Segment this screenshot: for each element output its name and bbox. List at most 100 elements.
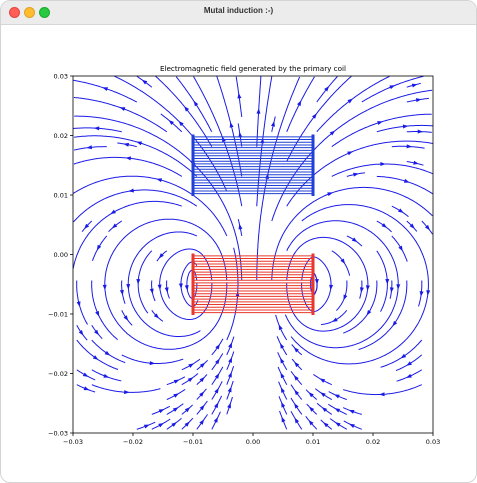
streamline-arrow	[308, 419, 314, 426]
streamline-arrow	[102, 87, 109, 91]
streamline-arrow	[424, 224, 430, 231]
figure-canvas: Electromagnetic field generated by the p…	[48, 64, 440, 446]
streamline-arrow	[353, 172, 359, 177]
streamline-arrow	[158, 409, 165, 414]
streamline-arrow	[308, 406, 315, 412]
streamline	[114, 75, 228, 192]
streamline	[286, 236, 369, 332]
streamline-arrow	[228, 357, 232, 363]
y-tick-label: 0.02	[54, 132, 68, 140]
streamline-arrow	[215, 343, 220, 350]
streamline	[376, 175, 433, 195]
streamline-arrow	[199, 419, 205, 425]
streamline-arrow	[256, 108, 261, 114]
streamline-arrow	[426, 290, 431, 296]
streamline-arrow	[141, 79, 148, 85]
streamline-arrow	[187, 377, 194, 383]
streamline-arrow	[329, 130, 336, 136]
streamline	[284, 220, 399, 349]
streamline-arrow	[119, 289, 124, 296]
streamline-arrow	[227, 386, 232, 393]
streamline-arrow	[149, 288, 154, 295]
streamline-arrow	[143, 424, 150, 429]
streamline-arrow	[193, 100, 199, 107]
window-title: Mutal induction :-)	[203, 6, 274, 15]
streamline-arrow	[392, 320, 398, 327]
streamline-arrow	[168, 120, 174, 126]
y-tick-label: 0.03	[54, 72, 68, 80]
streamline-arrow	[419, 291, 424, 297]
streamline-arrow	[347, 151, 353, 156]
streamline-arrow	[400, 353, 407, 359]
streamline-arrow	[227, 402, 231, 409]
streamline-arrow	[366, 309, 372, 316]
streamline-arrow	[102, 284, 107, 291]
minimize-button[interactable]	[24, 7, 35, 18]
streamline-arrow	[83, 386, 90, 391]
streamline-arrow	[379, 392, 385, 397]
streamline-arrow	[294, 417, 300, 424]
streamline-arrow	[184, 106, 190, 112]
streamline	[320, 309, 348, 325]
streamline-arrow	[331, 317, 338, 322]
streamline-arrow	[136, 141, 142, 146]
streamline-arrow	[324, 86, 330, 92]
streamline-arrow	[111, 223, 118, 229]
streamline-arrow	[188, 363, 194, 368]
streamline-arrow	[415, 98, 422, 103]
streamline-arrow	[103, 373, 110, 378]
streamline-arrow	[348, 409, 355, 414]
title-bar[interactable]: Mutal induction :-)	[1, 1, 476, 25]
streamline-arrow	[406, 373, 412, 378]
y-axis: 0.03 0.02 0.01 0.00 −0.01 −0.02 −0.03	[48, 72, 73, 437]
streamline-arrow	[158, 422, 164, 428]
streamline-arrow	[227, 371, 232, 378]
streamline-arrow	[280, 372, 285, 379]
streamline-arrow	[78, 330, 84, 336]
x-tick-label: 0.00	[246, 438, 260, 446]
coils	[191, 134, 315, 315]
streamline	[391, 235, 408, 262]
streamline	[256, 76, 273, 207]
streamline-arrow	[280, 342, 285, 349]
streamline-arrow	[293, 347, 299, 353]
streamline-arrow	[93, 126, 100, 131]
streamline-arrow	[164, 287, 169, 293]
streamline	[331, 163, 433, 177]
maximize-button[interactable]	[39, 7, 50, 18]
streamline-arrow	[398, 208, 404, 213]
streamline-arrow	[158, 253, 164, 259]
streamline	[331, 250, 351, 276]
streamline-arrow	[365, 285, 370, 291]
x-tick-label: 0.02	[366, 438, 380, 446]
streamline	[104, 218, 228, 350]
streamline-arrow	[199, 391, 205, 397]
streamline-arrow	[229, 121, 234, 128]
streamline-arrow	[123, 315, 129, 321]
streamline-arrow	[297, 100, 302, 107]
streamline-arrow	[359, 287, 364, 293]
streamline-arrow	[321, 407, 328, 413]
streamline-arrow	[381, 223, 388, 228]
streamline-arrow	[406, 144, 413, 149]
streamline-arrow	[280, 357, 285, 364]
streamline-arrow	[124, 390, 130, 395]
streamline-arrow	[377, 121, 383, 125]
streamline-arrow	[173, 379, 180, 384]
streamline-arrow	[351, 237, 358, 243]
x-tick-label: 0.01	[306, 438, 320, 446]
streamline-arrow	[214, 373, 220, 379]
streamline	[74, 135, 198, 177]
streamline-arrow	[280, 387, 285, 393]
streamline-arrow	[402, 124, 409, 129]
streamline-arrow	[228, 342, 232, 349]
streamline-arrow	[380, 162, 386, 167]
streamline	[361, 75, 424, 103]
streamline-arrow	[281, 416, 286, 423]
streamline	[358, 280, 408, 350]
streamline-arrow	[278, 324, 283, 331]
streamline-arrow	[110, 209, 116, 215]
close-button[interactable]	[9, 7, 20, 18]
streamline-arrow	[149, 361, 156, 366]
streamline-arrow	[238, 223, 243, 230]
